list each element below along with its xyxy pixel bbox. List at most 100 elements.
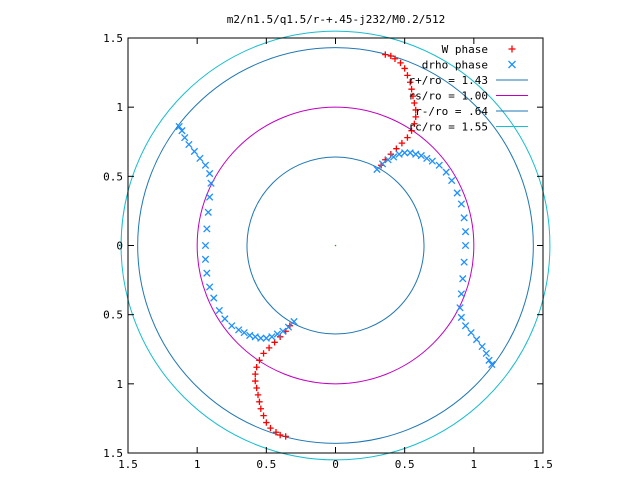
circle-rc-ro-3 (120, 30, 551, 461)
y-tick-label-2: 0.5 (103, 309, 123, 322)
w-phase-point-26 (256, 357, 263, 364)
w-phase-point-10 (411, 99, 418, 107)
drho-phase-point-42 (228, 322, 236, 330)
drho-phase-point-51 (204, 208, 212, 216)
w-phase-point-6 (408, 127, 415, 134)
drho-phase-point-24 (461, 322, 470, 330)
w-phase-point-30 (253, 384, 260, 392)
drho-phase-point-61 (175, 122, 183, 131)
y-tick-label-6: 1.5 (103, 32, 123, 45)
x-tick-label-2: 0.5 (256, 458, 276, 471)
drho-phase-point-0 (373, 165, 381, 174)
w-phase-point-15 (401, 65, 408, 72)
legend-label-5: rc/ro = 1.55 (409, 121, 488, 134)
drho-phase-point-26 (472, 335, 481, 344)
drho-phase-point-60 (178, 127, 186, 135)
y-tick-label-3: 0 (116, 240, 123, 253)
drho-phase-point-18 (461, 241, 470, 250)
w-phase-point-16 (397, 59, 404, 67)
drho-phase-point-16 (460, 214, 468, 222)
legend-marker-1 (508, 60, 516, 69)
drho-phase-point-48 (201, 255, 210, 263)
drho-phase-point-8 (417, 151, 425, 160)
w-phase-point-19 (382, 51, 389, 58)
y-tick-label-1: 1 (116, 378, 123, 391)
w-phase-point-13 (407, 79, 414, 86)
w-phase-point-33 (257, 405, 264, 412)
drho-phase-point-31 (290, 317, 298, 326)
w-phase-point-14 (404, 72, 411, 79)
drho-phase-point-56 (196, 154, 204, 163)
drho-phase-point-34 (273, 330, 282, 338)
chart-title: m2/n1.5/q1.5/r-+.45-j232/M0.2/512 (227, 13, 446, 26)
w-phase-point-34 (260, 412, 267, 419)
drho-phase-point-11 (435, 161, 443, 169)
drho-phase-point-32 (284, 323, 293, 331)
origin-dot (334, 244, 337, 247)
drho-phase-point-10 (428, 157, 436, 165)
w-phase-point-17 (391, 55, 399, 62)
x-tick-label-6: 1.5 (533, 458, 553, 471)
w-phase-point-29 (252, 377, 259, 385)
drho-phase-point-1 (378, 160, 387, 168)
legend-label-1: drho phase (422, 59, 488, 72)
drho-phase-point-19 (460, 258, 468, 266)
drho-phase-point-5 (401, 149, 409, 157)
drho-phase-point-45 (210, 294, 218, 302)
drho-phase-point-57 (190, 147, 199, 156)
drho-phase-point-46 (205, 283, 214, 291)
x-tick-label-1: 1 (194, 458, 201, 471)
legend-marker-0 (508, 45, 516, 53)
drho-phase-point-35 (268, 333, 276, 341)
drho-phase-point-53 (207, 179, 215, 187)
drho-phase-point-40 (240, 328, 248, 337)
drho-phase-point-20 (459, 275, 467, 283)
drho-phase-point-9 (423, 154, 431, 163)
w-phase-point-18 (387, 52, 395, 60)
drho-phase-point-38 (251, 333, 259, 341)
drho-phase-point-29 (485, 356, 493, 364)
drho-phase-point-49 (201, 241, 210, 250)
drho-phase-point-27 (478, 342, 486, 351)
drho-phase-point-54 (205, 169, 214, 178)
x-tick-label-0: 1.5 (118, 458, 138, 471)
w-phase-point-38 (276, 431, 284, 439)
drho-phase-point-21 (457, 290, 466, 298)
w-phase-point-27 (253, 364, 260, 371)
w-phase-point-5 (404, 134, 411, 141)
w-phase-point-31 (254, 391, 262, 399)
drho-phase-point-37 (257, 334, 265, 342)
y-tick-label-0: 1.5 (103, 447, 123, 460)
w-phase-point-24 (265, 344, 273, 352)
legend-label-2: r+/ro = 1.43 (409, 74, 488, 87)
series-1 (175, 122, 496, 369)
drho-phase-point-22 (456, 304, 464, 312)
w-phase-point-36 (267, 424, 274, 432)
w-phase-point-8 (412, 113, 419, 121)
drho-phase-point-39 (246, 331, 254, 340)
legend-label-4: r-/ro = .64 (415, 105, 488, 118)
legend-label-0: W phase (442, 43, 488, 56)
circle-rs-ro-1 (196, 106, 475, 385)
w-phase-point-25 (260, 350, 267, 357)
w-phase-point-12 (408, 85, 415, 93)
drho-phase-point-52 (205, 193, 214, 201)
w-phase-point-28 (252, 370, 259, 378)
w-phase-point-4 (398, 139, 406, 147)
data-points (175, 51, 496, 440)
drho-phase-point-15 (457, 200, 466, 208)
circle-r-ro-2 (246, 156, 425, 335)
drho-phase-point-4 (395, 150, 403, 158)
drho-phase-point-43 (221, 315, 229, 323)
reference-circles (120, 30, 551, 461)
legend-label-3: rs/ro = 1.00 (409, 90, 488, 103)
drho-phase-point-6 (406, 149, 414, 157)
w-phase-point-37 (272, 429, 280, 436)
drho-phase-point-23 (457, 313, 466, 322)
drho-phase-point-28 (482, 349, 490, 358)
y-tick-label-5: 1 (116, 101, 123, 114)
drho-phase-point-30 (488, 360, 496, 369)
drho-phase-point-41 (235, 326, 243, 334)
